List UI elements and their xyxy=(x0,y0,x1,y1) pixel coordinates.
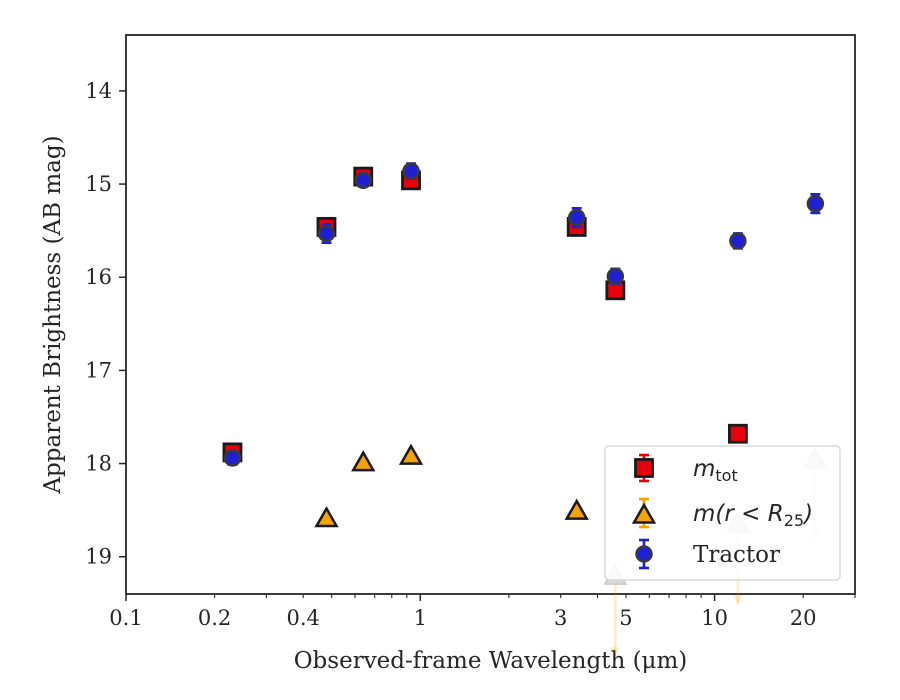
point-tractor xyxy=(354,171,373,190)
legend-label-main: m(r < R xyxy=(693,501,784,527)
legend-label-m-r-R25: m(r < R25) xyxy=(693,501,813,530)
y-tick-label: 18 xyxy=(85,452,112,476)
point-m-r-R25 xyxy=(564,498,589,520)
point-m-tot xyxy=(727,423,748,444)
legend-marker-m-r-R25 xyxy=(631,502,657,524)
legend-item-tractor: Tractor xyxy=(635,538,780,570)
point-tractor xyxy=(223,449,242,467)
point-tractor xyxy=(606,267,625,286)
legend-label-main: m xyxy=(693,456,715,482)
marker-tractor xyxy=(806,194,825,213)
marker-m-r-R25 xyxy=(564,498,589,520)
point-m-tot xyxy=(605,280,626,301)
x-tick-label: 20 xyxy=(790,606,817,630)
legend-box xyxy=(604,445,841,581)
point-tractor xyxy=(567,206,586,229)
legend-marker-m-tot xyxy=(634,458,654,478)
upper-limit-head xyxy=(610,647,621,657)
y-tick-label: 19 xyxy=(85,545,112,569)
y-axis-title: Apparent Brightness (AB mag) xyxy=(40,135,66,494)
y-tick-label: 15 xyxy=(85,172,112,196)
marker-m-r-R25 xyxy=(398,443,424,465)
marker-tractor xyxy=(729,232,747,250)
point-tractor xyxy=(806,193,825,215)
x-tick-label: 0.4 xyxy=(286,606,319,630)
marker-m-r-R25 xyxy=(351,450,376,472)
marker-m-r-R25 xyxy=(314,506,339,528)
legend-label-sub: tot xyxy=(715,466,737,485)
point-tractor xyxy=(729,232,747,250)
legend-item-m-tot: mtot xyxy=(634,453,738,485)
x-tick-label: 3 xyxy=(554,606,567,630)
upper-limit-arrow xyxy=(610,576,621,657)
y-tick-label: 16 xyxy=(85,265,112,289)
point-m-r-R25 xyxy=(398,443,424,465)
point-tractor xyxy=(402,162,420,180)
marker-m-tot xyxy=(727,423,748,444)
plot-frame xyxy=(125,34,856,595)
axes: 0.1 0.2 0.4 1 3 5 10 20 14 15 16 17 18 19 xyxy=(85,34,856,630)
x-tick-label: 10 xyxy=(701,606,728,630)
upper-limit-head xyxy=(732,595,743,605)
x-tick-label: 0.2 xyxy=(198,606,231,630)
plot-data xyxy=(222,162,828,657)
x-axis-title: Observed-frame Wavelength (μm) xyxy=(294,648,688,674)
point-m-r-R25 xyxy=(314,506,339,528)
x-tick-label: 1 xyxy=(414,606,427,630)
legend-label-tractor: Tractor xyxy=(693,542,780,568)
y-tick-label: 14 xyxy=(85,79,112,103)
legend-item-m-r-R25: m(r < R25) xyxy=(631,497,813,530)
legend: mtot m(r < R25) Tractor xyxy=(604,445,841,581)
legend-label-m-tot: mtot xyxy=(693,456,738,485)
legend-label-tail: ) xyxy=(802,501,813,527)
y-tick-label: 17 xyxy=(85,358,112,382)
marker-tractor xyxy=(223,449,242,467)
legend-label-sub: 25 xyxy=(784,511,804,530)
marker-tractor xyxy=(606,267,625,286)
point-m-r-R25 xyxy=(351,450,376,472)
marker-tractor xyxy=(402,162,420,180)
marker-tractor xyxy=(317,224,336,243)
x-tick-label: 5 xyxy=(619,606,632,630)
x-tick-label: 0.1 xyxy=(109,606,142,630)
legend-marker-tractor xyxy=(635,545,653,563)
marker-tractor xyxy=(354,171,373,190)
marker-tractor xyxy=(567,208,586,227)
point-tractor xyxy=(317,222,336,245)
